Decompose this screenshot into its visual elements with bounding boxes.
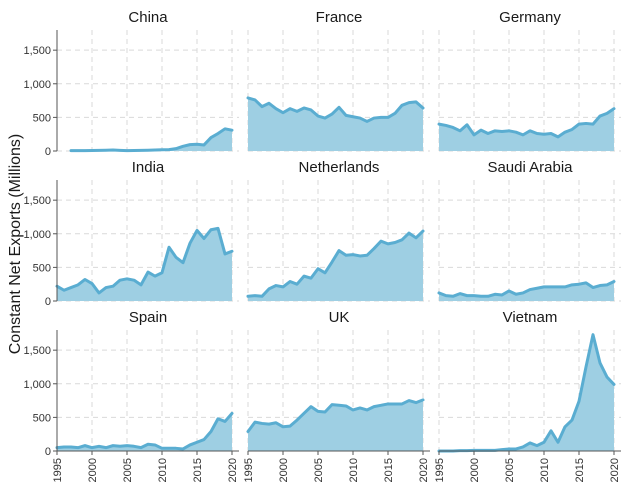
x-tick-label: 1995: [434, 458, 446, 482]
panel-france: France: [246, 9, 430, 152]
x-tick-label: 2010: [539, 458, 551, 482]
x-tick-label: 2005: [504, 458, 516, 482]
panel-germany: Germany: [437, 9, 621, 152]
y-tick-label: 1,000: [23, 379, 51, 391]
y-tick-label: 1,500: [23, 195, 51, 207]
x-tick-label: 2000: [87, 458, 99, 482]
y-tick-label: 0: [45, 146, 51, 158]
line-uk: [246, 398, 425, 434]
x-tick-label: 2010: [157, 458, 169, 482]
panel-spain: Spain 0 500 1,000 1,500 1995 2000 2005 2010 2015 2…: [23, 309, 239, 482]
panel-title: UK: [329, 309, 350, 326]
area-uk: [248, 399, 423, 451]
x-tick-label: 2005: [122, 458, 134, 482]
line-india: [55, 226, 234, 295]
x-tick-label: 2020: [609, 458, 621, 482]
y-tick-label: 1,500: [23, 345, 51, 357]
line-china: [69, 127, 234, 153]
panel-saudi-arabia: Saudi Arabia: [437, 159, 621, 302]
y-tick-label: 1,500: [23, 45, 51, 57]
x-tick-label: 2000: [469, 458, 481, 482]
x-tick-label: 2020: [418, 458, 430, 482]
panel-title: France: [316, 9, 363, 26]
x-tick-label: 1995: [52, 458, 64, 482]
panel-title: India: [132, 159, 165, 176]
y-tick-label: 500: [33, 112, 51, 124]
panel-uk: UK 1995 2000 2005 2010 2015 2020: [243, 309, 430, 482]
x-tick-label: 2015: [574, 458, 586, 482]
y-tick-label: 1,000: [23, 79, 51, 91]
panel-india: India 0 500 1,000 1,500: [23, 159, 239, 308]
y-axis-title: Constant Net Exports (Millions): [7, 134, 24, 355]
panel-vietnam: Vietnam 1995 2000 2005 2010 2015 2020: [434, 309, 621, 482]
panel-title: Netherlands: [299, 159, 380, 176]
panel-title: Germany: [499, 9, 561, 26]
x-tick-label: 2000: [278, 458, 290, 482]
line-germany: [437, 107, 616, 139]
x-tick-label: 1995: [243, 458, 255, 482]
y-tick-label: 0: [45, 296, 51, 308]
y-tick-label: 1,000: [23, 229, 51, 241]
panel-title: Saudi Arabia: [487, 159, 573, 176]
y-tick-label: 500: [33, 262, 51, 274]
x-tick-label: 2015: [383, 458, 395, 482]
line-france: [246, 96, 425, 123]
panels-group: China 0 500 1,000 1,500 France Germany India 0 50…: [23, 9, 621, 482]
x-tick-label: 2020: [227, 458, 239, 482]
panel-title: Spain: [129, 309, 167, 326]
line-spain: [55, 411, 234, 451]
panel-title: China: [128, 9, 168, 26]
line-netherlands: [246, 229, 425, 298]
y-tick-label: 0: [45, 446, 51, 458]
panel-netherlands: Netherlands: [246, 159, 430, 302]
panel-china: China 0 500 1,000 1,500: [23, 9, 239, 158]
area-india: [57, 228, 232, 301]
x-tick-label: 2005: [313, 458, 325, 482]
area-germany: [439, 108, 614, 151]
x-tick-label: 2015: [192, 458, 204, 482]
x-tick-label: 2010: [348, 458, 360, 482]
line-saudi-arabia: [437, 280, 616, 298]
area-spain: [57, 413, 232, 451]
area-france: [248, 97, 423, 151]
y-tick-label: 500: [33, 412, 51, 424]
panel-title: Vietnam: [503, 309, 558, 326]
